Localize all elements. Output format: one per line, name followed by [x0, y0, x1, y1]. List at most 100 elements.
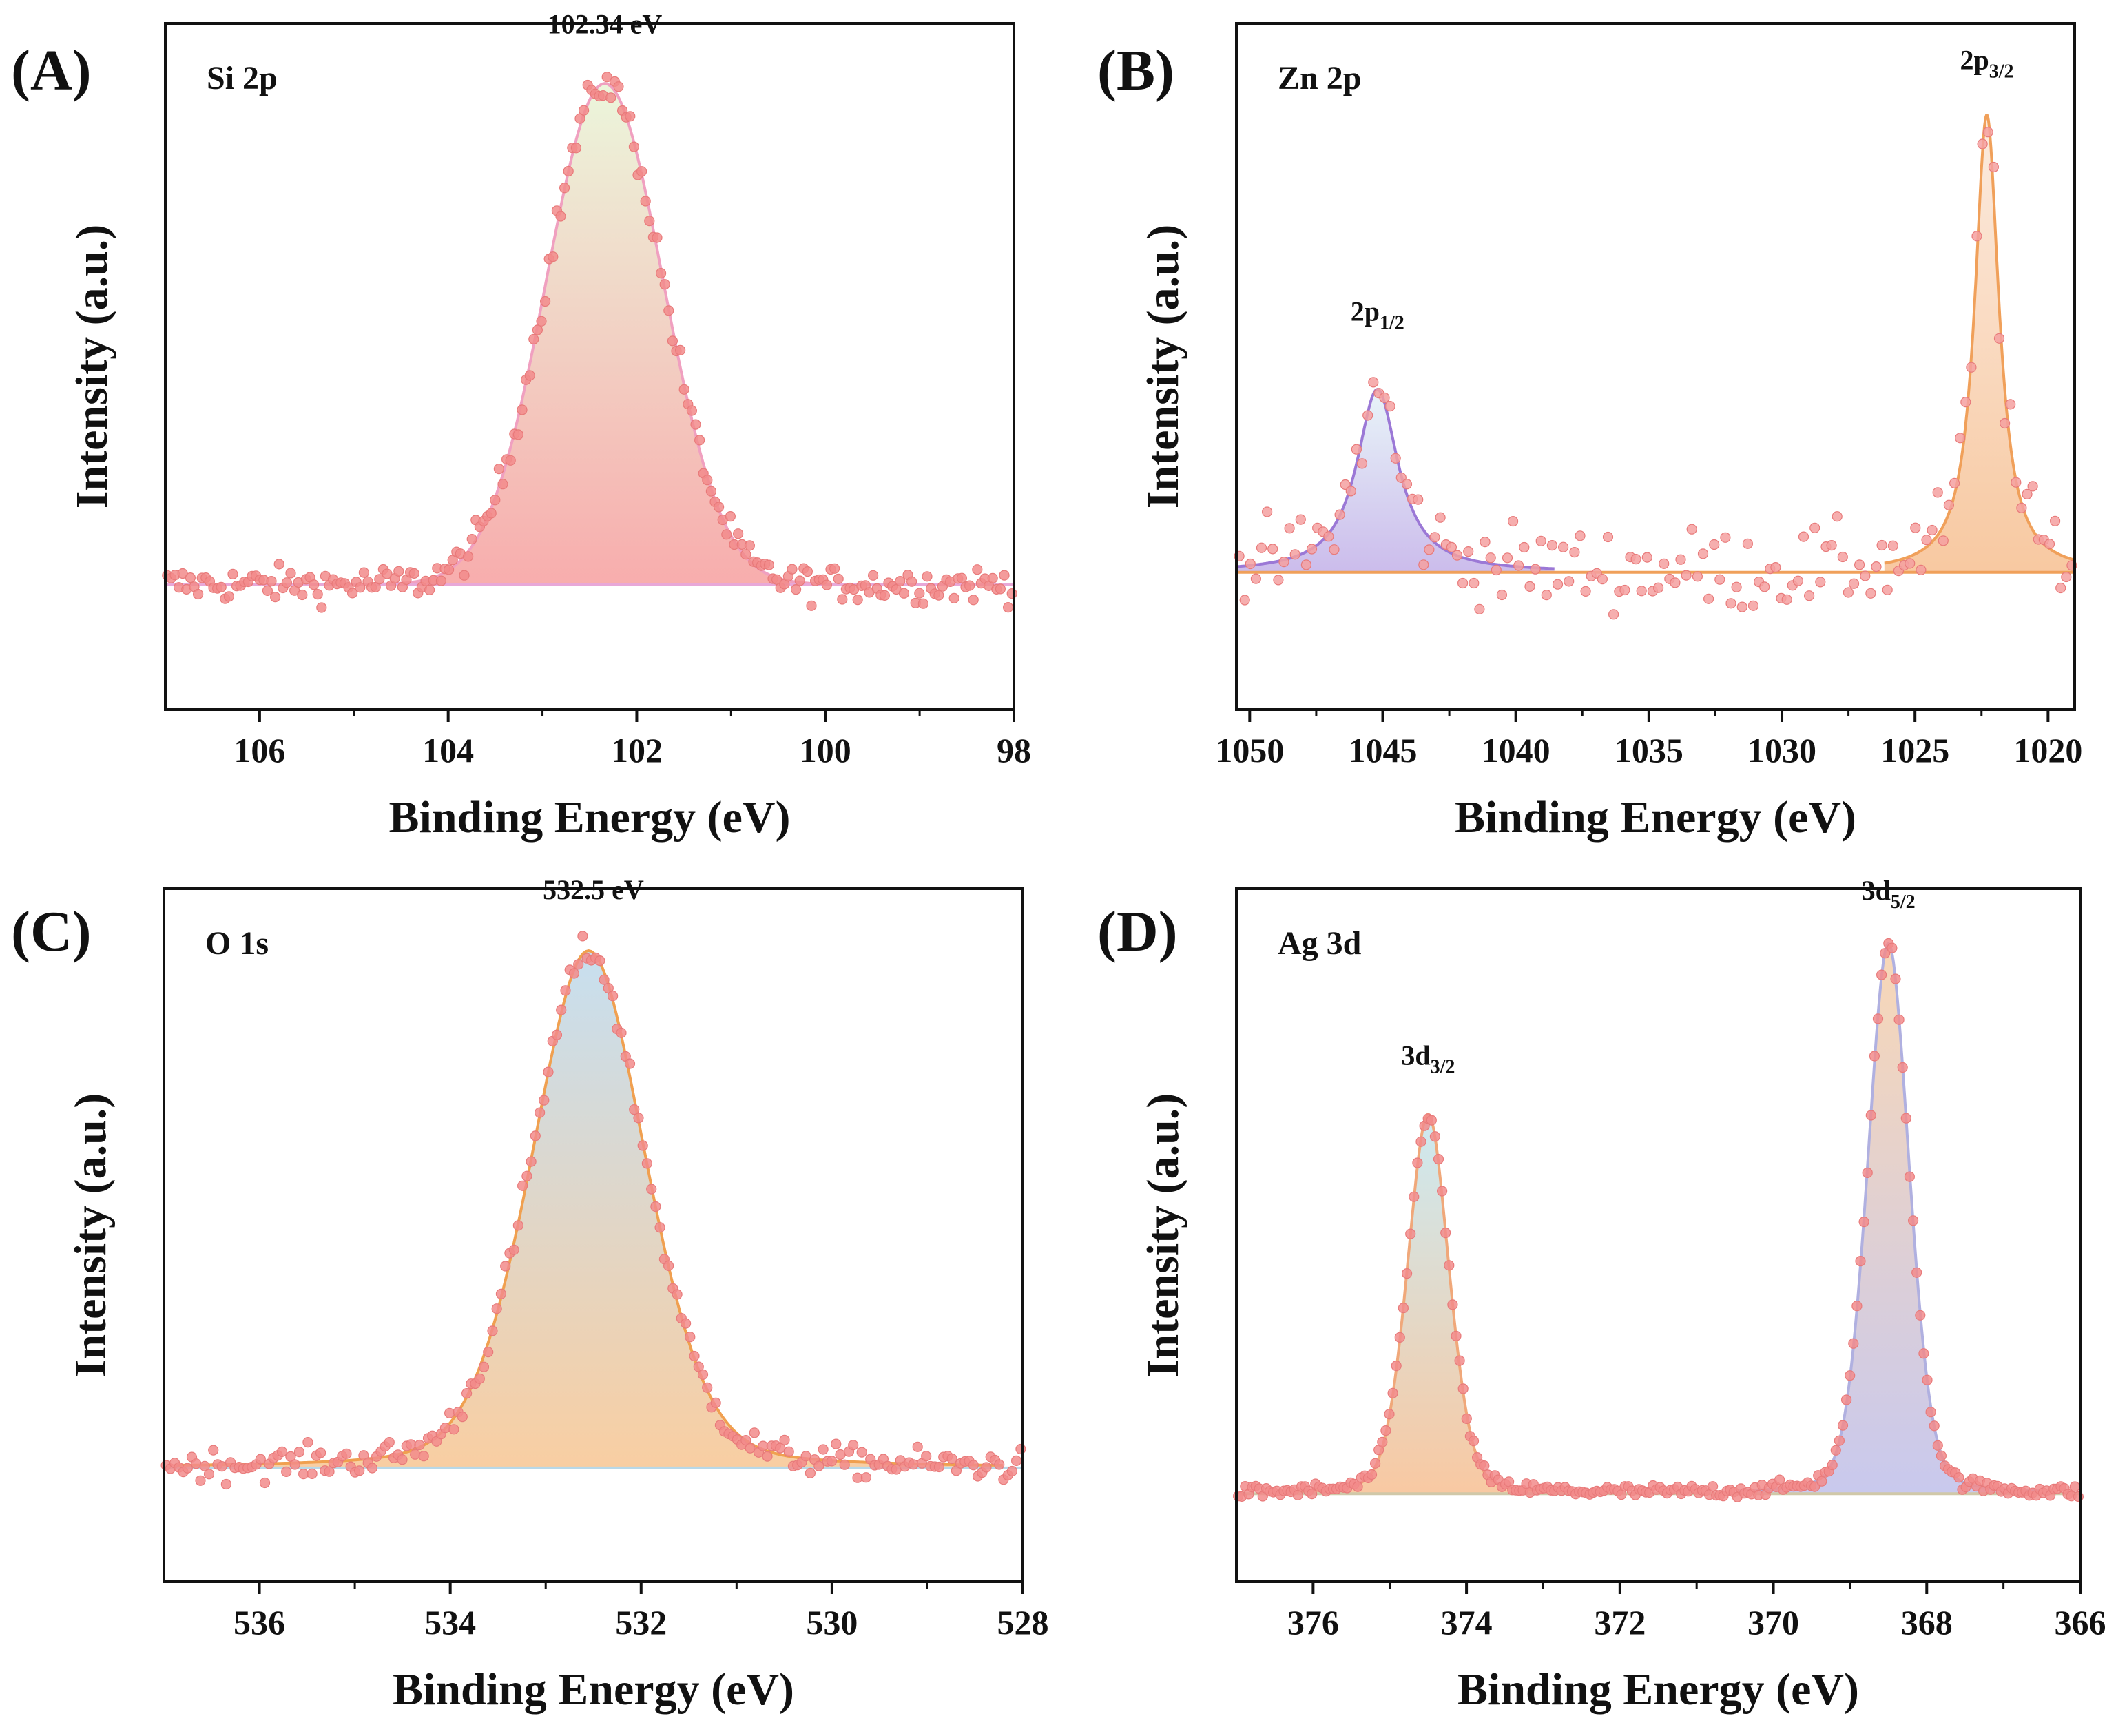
data-point: [628, 141, 640, 152]
data-point: [374, 574, 385, 585]
element-label: Ag 3d: [1278, 925, 1362, 962]
data-point: [689, 1350, 700, 1362]
data-point: [1356, 458, 1368, 469]
data-point: [2050, 515, 2061, 526]
data-point: [740, 549, 751, 560]
data-point: [1949, 477, 1960, 489]
data-point: [674, 344, 686, 355]
data-point: [779, 1434, 790, 1445]
x-tick-label: 1020: [2013, 731, 2082, 769]
data-point: [293, 1447, 304, 1458]
data-point: [1759, 581, 1770, 592]
data-point: [505, 455, 516, 466]
panel-label: (D): [1097, 900, 1178, 964]
panel-1: 106 104 102 100 98 Binding Energy (eV) Intensi…: [11, 9, 1031, 843]
data-point: [315, 1447, 326, 1458]
data-point: [1714, 574, 1725, 585]
data-point: [1564, 576, 1575, 587]
data-point: [1405, 1228, 1416, 1239]
data-point: [839, 1459, 850, 1470]
data-point: [860, 1472, 872, 1483]
data-point: [745, 1443, 756, 1454]
data-point: [1770, 561, 1781, 573]
data-point: [1860, 570, 1871, 581]
x-tick-label: 106: [234, 731, 285, 769]
data-point: [1929, 1420, 1940, 1432]
data-point: [1897, 1062, 1908, 1073]
data-point: [605, 92, 616, 103]
data-point: [1862, 1167, 1873, 1179]
data-point: [555, 211, 566, 222]
data-point: [1300, 559, 1312, 570]
data-point: [1905, 558, 1916, 569]
data-point: [607, 991, 619, 1002]
peak-annotation: 2p1/2: [1351, 296, 1404, 334]
data-point: [1834, 1435, 1845, 1446]
data-point: [478, 1361, 490, 1372]
data-point: [1535, 535, 1546, 546]
data-point: [1798, 531, 1809, 542]
data-point: [526, 1156, 537, 1167]
data-point: [405, 1439, 417, 1450]
y-axis-title: Intensity (a.u.): [65, 1093, 116, 1378]
data-point: [1855, 1255, 1866, 1267]
plot-frame: [163, 887, 1024, 1583]
data-point: [208, 1445, 219, 1456]
data-point: [487, 1325, 498, 1336]
data-point: [512, 429, 524, 440]
data-point: [1747, 600, 1759, 611]
data-point: [1816, 1476, 1827, 1487]
data-point: [486, 508, 497, 519]
data-point: [835, 1449, 846, 1460]
data-point: [560, 985, 571, 996]
data-point: [837, 594, 848, 605]
data-point: [384, 1437, 395, 1448]
data-point: [833, 573, 844, 584]
data-point: [1936, 1450, 1947, 1461]
data-point: [1451, 1330, 1462, 1341]
data-point: [1546, 539, 1557, 551]
data-point: [185, 572, 196, 583]
data-point: [1323, 531, 1334, 542]
x-tick-label: 100: [800, 731, 851, 769]
data-point: [1915, 1310, 1926, 1321]
data-point: [1401, 1268, 1413, 1279]
data-point: [933, 1461, 945, 1473]
data-point: [654, 1222, 665, 1233]
data-point: [443, 564, 455, 575]
data-point: [491, 1303, 502, 1314]
data-point: [1880, 948, 1891, 959]
data-point: [633, 1113, 644, 1124]
data-point: [1418, 559, 1429, 570]
peak-annotation: 2p3/2: [1960, 44, 2013, 82]
data-point: [616, 1027, 627, 1038]
data-point: [1368, 377, 1379, 388]
x-tick-label: 530: [806, 1603, 858, 1642]
data-point: [1597, 573, 1608, 585]
data-point: [852, 594, 863, 606]
data-point: [749, 1427, 760, 1438]
data-point: [1832, 511, 1843, 522]
data-point: [1273, 575, 1284, 586]
plot-frame: [1235, 887, 2082, 1583]
data-point: [1384, 1409, 1395, 1420]
data-point: [1845, 1370, 1856, 1381]
data-point: [2016, 502, 2027, 514]
data-point: [203, 1469, 215, 1480]
data-point: [1261, 506, 1273, 517]
data-point: [650, 1201, 661, 1212]
data-point: [599, 974, 610, 985]
data-point: [1938, 535, 1949, 546]
data-point: [1982, 127, 1993, 138]
peak-annotation: 3d3/2: [1401, 1040, 1455, 1077]
data-point: [1369, 1458, 1381, 1469]
data-point: [680, 1318, 692, 1329]
data-point: [1391, 1360, 1402, 1372]
data-point: [1351, 444, 1362, 455]
data-point: [1602, 531, 1614, 543]
data-point: [341, 1448, 352, 1459]
data-point: [358, 567, 370, 578]
data-point: [1876, 539, 1887, 551]
data-point: [1575, 530, 1586, 541]
peak-fit-line-1: [174, 949, 1003, 1467]
